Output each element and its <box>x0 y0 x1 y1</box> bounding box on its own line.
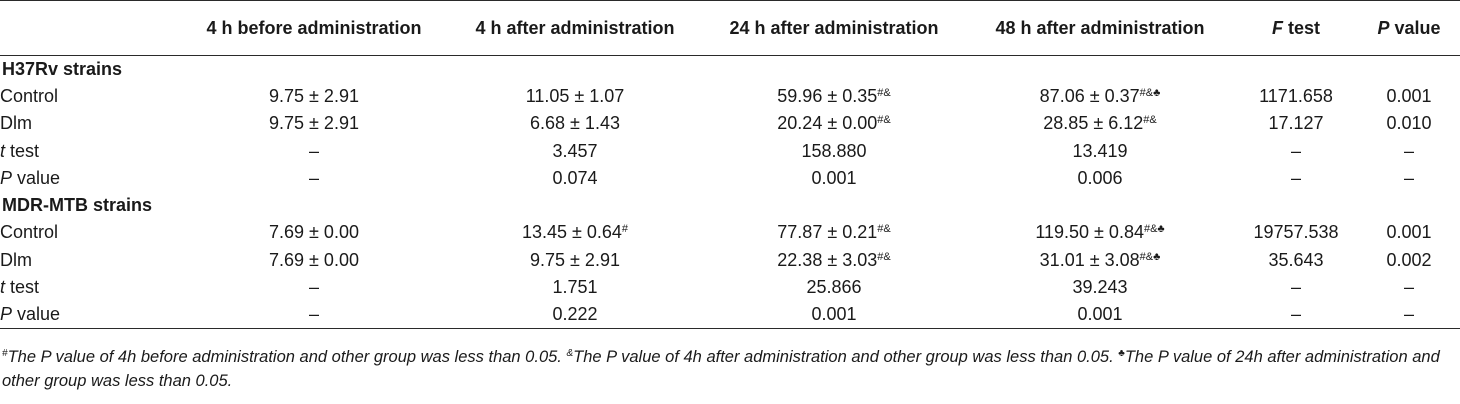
table-row: Dlm 9.75 ± 2.91 6.68 ± 1.43 20.24 ± 0.00… <box>0 110 1460 137</box>
header-24h-after: 24 h after administration <box>702 0 966 56</box>
footnote-text-2: The P value of 4h after administration a… <box>573 348 1119 366</box>
cell: 77.87 ± 0.21#& <box>777 222 891 243</box>
row-label: P value <box>0 301 180 329</box>
cell: 13.45 ± 0.64# <box>521 222 629 243</box>
table-row-t-test: t test – 1.751 25.866 39.243 – – <box>0 274 1460 301</box>
table-row: Control 7.69 ± 0.00 13.45 ± 0.64# 77.87 … <box>0 219 1460 246</box>
cell: – <box>1358 301 1460 329</box>
cell: 39.243 <box>1072 277 1128 298</box>
row-label: P value <box>0 167 61 188</box>
cell: – <box>1403 277 1414 298</box>
row-label: Control <box>0 85 59 106</box>
cell: 0.001 <box>1386 222 1432 243</box>
table-row-t-test: t test – 3.457 158.880 13.419 – – <box>0 137 1460 164</box>
cell: 13.419 <box>1072 140 1128 161</box>
cell: 9.75 ± 2.91 <box>269 113 359 134</box>
footnote-marker-amp: & <box>566 348 574 359</box>
cell: 35.643 <box>1268 249 1324 270</box>
cell: 0.074 <box>552 167 598 188</box>
cell: 11.05 ± 1.07 <box>525 85 625 106</box>
table-header-row: 4 h before administration 4 h after admi… <box>0 0 1460 56</box>
row-label: t test <box>0 277 40 298</box>
cell: – <box>308 277 319 298</box>
row-label: Control <box>0 222 59 243</box>
cell: 19757.538 <box>1253 222 1339 243</box>
cell: 22.38 ± 3.03#& <box>777 249 891 270</box>
cell: 0.222 <box>448 301 702 329</box>
cell: 0.001 <box>1386 85 1432 106</box>
footnote-text-3: The P value of 24h after administration … <box>2 348 1440 390</box>
footnote-text-1: The P value of 4h before administration … <box>7 348 567 366</box>
header-4h-before: 4 h before administration <box>180 0 448 56</box>
cell: – <box>180 301 448 329</box>
table-row-p-value: P value – 0.074 0.001 0.006 – – <box>0 165 1460 192</box>
cell: 0.001 <box>966 301 1234 329</box>
footnote-marker-club: ♣ <box>1118 348 1125 359</box>
table-footnote: #The P value of 4h before administration… <box>2 345 1458 393</box>
header-p-value: P value <box>1358 0 1460 56</box>
cell: 0.002 <box>1386 249 1432 270</box>
cell: – <box>1403 140 1414 161</box>
cell: 0.006 <box>1077 167 1123 188</box>
cell: 1171.658 <box>1259 85 1333 106</box>
cell: 20.24 ± 0.00#& <box>777 113 891 134</box>
table-row-p-value: P value – 0.222 0.001 0.001 – – <box>0 301 1460 329</box>
cell: 1.751 <box>552 277 598 298</box>
cell: 17.127 <box>1268 113 1324 134</box>
cell: – <box>308 167 319 188</box>
results-table: 4 h before administration 4 h after admi… <box>0 0 1460 329</box>
cell: 28.85 ± 6.12#& <box>1043 113 1157 134</box>
section-row-mdr-mtb: MDR-MTB strains <box>0 192 1460 219</box>
cell: 7.69 ± 0.00 <box>269 222 359 243</box>
row-label: Dlm <box>0 249 32 270</box>
footnote-marker-hash: # <box>2 348 8 359</box>
cell: – <box>1290 140 1301 161</box>
row-label: Dlm <box>0 113 32 134</box>
cell: 6.68 ± 1.43 <box>530 113 620 134</box>
cell: – <box>1290 277 1301 298</box>
table-row: Dlm 7.69 ± 0.00 9.75 ± 2.91 22.38 ± 3.03… <box>0 247 1460 274</box>
cell: 0.010 <box>1386 113 1432 134</box>
cell: 9.75 ± 2.91 <box>269 85 359 106</box>
cell: 7.69 ± 0.00 <box>269 249 359 270</box>
section-title: MDR-MTB strains <box>2 195 153 216</box>
cell: 31.01 ± 3.08#&♣ <box>1039 249 1161 270</box>
header-4h-after: 4 h after administration <box>448 0 702 56</box>
header-f-test: F test <box>1234 0 1358 56</box>
section-row-h37rv: H37Rv strains <box>0 56 1460 83</box>
cell: 0.001 <box>702 301 966 329</box>
header-stub <box>0 0 180 56</box>
cell: 59.96 ± 0.35#& <box>777 85 891 106</box>
cell: – <box>308 140 319 161</box>
cell: – <box>1290 167 1301 188</box>
cell: 0.001 <box>811 167 857 188</box>
cell: 9.75 ± 2.91 <box>530 249 620 270</box>
cell: 25.866 <box>806 277 862 298</box>
table-row: Control 9.75 ± 2.91 11.05 ± 1.07 59.96 ±… <box>0 83 1460 110</box>
cell: 158.880 <box>801 140 867 161</box>
cell: 119.50 ± 0.84#&♣ <box>1035 222 1165 243</box>
cell: – <box>1234 301 1358 329</box>
cell: 3.457 <box>552 140 598 161</box>
row-label: t test <box>0 140 40 161</box>
cell: 87.06 ± 0.37#&♣ <box>1039 85 1161 106</box>
cell: – <box>1403 167 1414 188</box>
section-title: H37Rv strains <box>2 58 123 79</box>
header-48h-after: 48 h after administration <box>966 0 1234 56</box>
